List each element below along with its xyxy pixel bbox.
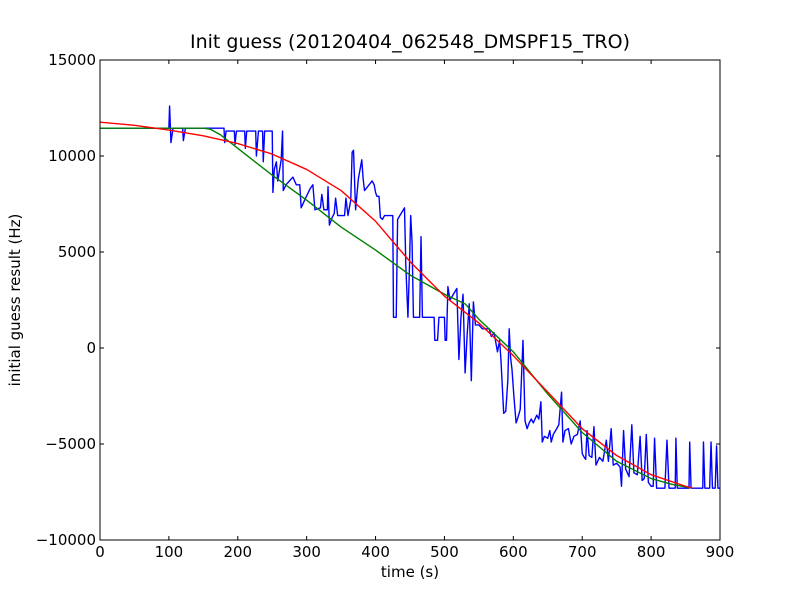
series-layer [99, 105, 720, 489]
x-tick-label: 500 [430, 543, 459, 561]
axes-background [100, 60, 720, 540]
x-axis-label: time (s) [381, 563, 439, 581]
x-tick-label: 900 [706, 543, 735, 561]
y-tick-label: −10000 [36, 531, 96, 549]
y-tick-label: 5000 [58, 243, 96, 261]
x-tick-label: 0 [95, 543, 105, 561]
axes-frame [99, 59, 721, 541]
x-tick-label: 100 [155, 543, 184, 561]
y-tick-label: 10000 [48, 147, 96, 165]
y-axis-label: initial guess result (Hz) [6, 214, 24, 387]
y-tick-label: 0 [86, 339, 96, 357]
y-tick-label: −5000 [45, 435, 96, 453]
chart-title: Init guess (20120404_062548_DMSPF15_TRO) [190, 31, 630, 53]
series-line-3 [99, 121, 693, 489]
series-line-2 [100, 127, 693, 489]
x-tick-label: 600 [499, 543, 528, 561]
x-tick-label: 200 [223, 543, 252, 561]
x-tick-label: 700 [568, 543, 597, 561]
y-tick-label: 15000 [48, 51, 96, 69]
series-line-1 [100, 105, 720, 489]
x-tick-label: 400 [361, 543, 390, 561]
tick-layer: 0 100 200 300 400 500 600 700 800 900 −10000 −5000 0… [36, 51, 735, 561]
plot-area: 0 100 200 300 400 500 600 700 800 900 −10000 −5000 0… [36, 51, 735, 561]
x-tick-label: 800 [637, 543, 666, 561]
x-tick-label: 300 [292, 543, 321, 561]
